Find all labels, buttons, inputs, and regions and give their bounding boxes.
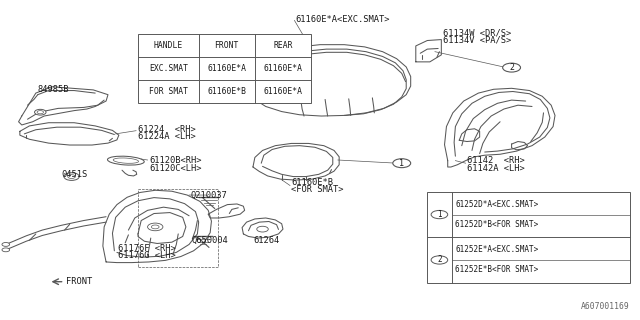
Circle shape [257, 226, 268, 232]
Text: 61252E*B<FOR SMAT>: 61252E*B<FOR SMAT> [456, 266, 539, 275]
Circle shape [431, 211, 448, 219]
Text: 2: 2 [437, 255, 442, 264]
Text: FRONT: FRONT [66, 277, 92, 286]
Circle shape [37, 111, 44, 114]
Ellipse shape [113, 158, 138, 163]
Text: 61176G <LH>: 61176G <LH> [118, 251, 175, 260]
Circle shape [502, 63, 520, 72]
Circle shape [68, 175, 76, 179]
Ellipse shape [108, 156, 144, 165]
Text: 2: 2 [509, 63, 514, 72]
Bar [138, 34, 311, 103]
Text: 61224A <LH>: 61224A <LH> [138, 132, 196, 141]
Text: A607001169: A607001169 [581, 302, 630, 311]
Text: 61160E*B: 61160E*B [291, 178, 333, 187]
Text: 61252D*B<FOR SMAT>: 61252D*B<FOR SMAT> [456, 220, 539, 229]
Text: <FOR SMAT>: <FOR SMAT> [291, 185, 344, 194]
Text: 61224  <RH>: 61224 <RH> [138, 124, 196, 133]
Text: 61134V <PA/S>: 61134V <PA/S> [443, 36, 511, 44]
Text: 61252E*A<EXC.SMAT>: 61252E*A<EXC.SMAT> [456, 245, 539, 254]
Text: 61176F <RH>: 61176F <RH> [118, 244, 175, 253]
Text: 61160E*A: 61160E*A [264, 87, 303, 96]
Circle shape [2, 243, 10, 246]
Text: 61142  <RH>: 61142 <RH> [467, 156, 525, 165]
Text: 61142A <LH>: 61142A <LH> [467, 164, 525, 173]
Text: REAR: REAR [273, 41, 292, 50]
Text: 1: 1 [399, 159, 404, 168]
Text: 61120C<LH>: 61120C<LH> [150, 164, 202, 173]
Circle shape [393, 159, 411, 168]
Circle shape [152, 225, 159, 229]
Text: HANDLE: HANDLE [154, 41, 183, 50]
Text: FRONT: FRONT [214, 41, 239, 50]
Text: Q210037: Q210037 [190, 191, 227, 200]
Text: 61160E*A: 61160E*A [207, 64, 246, 73]
Text: 0451S: 0451S [61, 171, 88, 180]
Text: 61252D*A<EXC.SMAT>: 61252D*A<EXC.SMAT> [456, 200, 539, 209]
Text: 61160E*B: 61160E*B [207, 87, 246, 96]
Text: 61120B<RH>: 61120B<RH> [150, 156, 202, 165]
Text: FOR SMAT: FOR SMAT [149, 87, 188, 96]
Text: 61264: 61264 [253, 236, 279, 245]
Circle shape [431, 256, 448, 264]
Text: 61160E*A: 61160E*A [264, 64, 303, 73]
Circle shape [35, 109, 46, 115]
Text: 61160E*A<EXC.SMAT>: 61160E*A<EXC.SMAT> [296, 15, 390, 24]
Text: 84985B: 84985B [38, 85, 69, 94]
Circle shape [148, 223, 163, 231]
Text: 1: 1 [437, 210, 442, 219]
Circle shape [64, 173, 79, 180]
Bar [428, 192, 630, 283]
Text: Q650004: Q650004 [191, 236, 228, 245]
Text: 61134W <DR/S>: 61134W <DR/S> [443, 28, 511, 37]
Circle shape [2, 248, 10, 252]
Text: EXC.SMAT: EXC.SMAT [149, 64, 188, 73]
